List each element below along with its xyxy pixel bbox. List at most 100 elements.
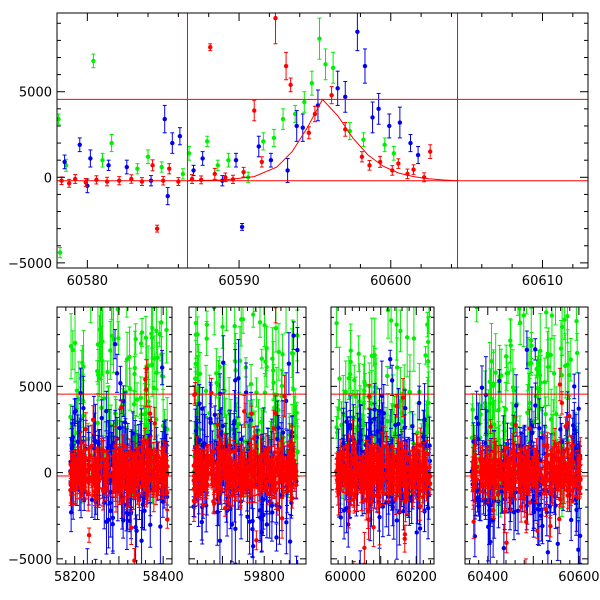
bottom-blue-point-2-127 — [425, 476, 431, 540]
bottom-red-point-2-290 — [352, 466, 357, 498]
bottom-green-point-2-112 — [334, 307, 339, 348]
top-blue-point-10 — [177, 127, 183, 146]
bottom-red-point-1-269 — [200, 494, 206, 515]
bottom-red-point-2-293 — [418, 427, 423, 464]
bottom-green-point-2-69 — [367, 307, 372, 308]
top-y-tick-label-2: 5000 — [19, 86, 52, 101]
bottom-panel: 58200 58400 59800 60000 60200 60400 60600 −5000… — [8, 306, 600, 585]
bottom-blue-point-3-157 — [533, 338, 538, 361]
bottom-green-point-1-124 — [276, 323, 282, 381]
bottom-green-point-0-22 — [68, 313, 74, 380]
top-green-point-6 — [135, 163, 140, 175]
bottom-green-point-3-57 — [524, 307, 529, 315]
top-red-point-3 — [83, 177, 89, 187]
bottom-green-point-3-99 — [515, 307, 520, 316]
bottom-green-point-0-119 — [97, 315, 102, 375]
bottom-red-point-2-287 — [380, 425, 386, 467]
top-red-point-4 — [94, 175, 99, 185]
bottom-blue-point-1-55 — [295, 327, 300, 374]
top-blue-point-31 — [415, 145, 421, 165]
bottom-red-point-0-235 — [113, 426, 118, 467]
bottom-red-point-0-279 — [86, 527, 92, 543]
bottom-segment-1-axes: 59800 — [188, 306, 307, 585]
bottom-green-point-1-4 — [203, 364, 209, 418]
bottom-red-point-2-291 — [366, 498, 371, 540]
bottom-red-point-0-59 — [147, 405, 153, 422]
bottom-blue-point-0-113 — [81, 375, 86, 441]
bottom-blue-point-3-146 — [476, 423, 481, 455]
bottom-blue-point-3-162 — [545, 563, 550, 564]
bottom-green-point-2-98 — [404, 307, 410, 378]
bottom-green-point-3-61 — [493, 333, 498, 412]
bottom-red-point-0-309 — [80, 456, 86, 474]
bottom-red-point-0-317 — [96, 459, 102, 500]
bottom-red-point-1-315 — [247, 444, 253, 465]
bottom-blue-point-0-133 — [114, 353, 120, 393]
bottom-blue-point-2-89 — [372, 402, 377, 435]
bottom-red-point-1-314 — [203, 465, 208, 506]
top-blue-point-15 — [239, 223, 245, 231]
bottom-red-point-3-313 — [505, 448, 510, 488]
bottom-red-point-0-191 — [108, 563, 113, 564]
bottom-green-point-0-105 — [70, 330, 75, 370]
bottom-red-point-1-267 — [263, 476, 269, 491]
bottom-red-point-3-302 — [508, 454, 513, 494]
bottom-red-point-2-318 — [427, 448, 432, 486]
bottom-red-point-2-273 — [377, 447, 382, 470]
bottom-green-point-3-14 — [549, 307, 555, 340]
bottom-red-point-2-306 — [390, 445, 396, 486]
bottom-green-point-2-22 — [385, 307, 391, 339]
bottom-blue-point-0-131 — [148, 501, 153, 548]
bottom-blue-point-2-118 — [358, 550, 363, 564]
bottom-red-point-2-292 — [353, 441, 359, 471]
bottom-red-point-0-154 — [136, 492, 142, 509]
bottom-green-point-1-114 — [197, 352, 203, 396]
bottom-blue-point-1-159 — [286, 332, 292, 396]
bottom-blue-point-3-101 — [501, 523, 507, 564]
top-red-point-35 — [405, 168, 410, 180]
bottom-red-point-3-104 — [565, 416, 570, 430]
bottom-red-point-3-147 — [557, 367, 563, 402]
bottom-red-point-2-276 — [386, 463, 391, 504]
bottom-red-point-0-131 — [111, 449, 116, 464]
top-red-point-16 — [208, 43, 213, 52]
bottom-green-point-2-52 — [343, 360, 348, 424]
bottom-red-point-0-217 — [121, 483, 126, 517]
bottom-green-point-2-73 — [352, 364, 357, 396]
top-green-point-16 — [271, 128, 277, 147]
bottom-x-tick-label-1: 58400 — [142, 570, 183, 585]
top-red-point-15 — [198, 175, 204, 185]
bottom-red-point-3-308 — [550, 446, 555, 478]
bottom-x-tick-label-5: 60400 — [467, 570, 508, 585]
bottom-red-point-3-300 — [562, 450, 567, 474]
top-model-curve — [187, 98, 458, 182]
bottom-red-point-2-268 — [338, 451, 343, 491]
bottom-red-point-2-94 — [393, 483, 398, 516]
bottom-green-point-1-26 — [254, 377, 259, 408]
top-axes: 60580 60590 60600 60610 −5000 0 5000 — [8, 12, 589, 289]
bottom-blue-point-0-110 — [99, 399, 104, 437]
bottom-green-point-0-120 — [157, 321, 162, 347]
bottom-blue-point-1-129 — [236, 339, 241, 418]
bottom-red-point-2-309 — [422, 451, 427, 481]
bottom-green-point-2-117 — [371, 345, 376, 367]
bottom-blue-point-0-55 — [72, 398, 77, 427]
bottom-red-point-1-312 — [242, 446, 247, 489]
bottom-green-point-3-51 — [574, 307, 579, 341]
bottom-green-point-0-123 — [151, 307, 156, 309]
top-panel: 60580 60590 60600 60610 −5000 0 5000 — [8, 12, 589, 289]
bottom-red-point-2-143 — [362, 532, 367, 564]
top-y-tick-label-0: −5000 — [8, 257, 52, 272]
bottom-x-tick-label-3: 60000 — [325, 570, 366, 585]
top-green-point-25 — [361, 132, 366, 147]
bottom-green-point-0-62 — [74, 372, 80, 409]
top-red-point-12 — [167, 163, 172, 175]
bottom-red-point-1-300 — [252, 458, 257, 483]
bottom-green-point-3-70 — [562, 307, 567, 340]
bottom-blue-point-2-156 — [377, 388, 382, 434]
bottom-red-point-3-283 — [547, 478, 553, 495]
top-green-point-13 — [226, 152, 231, 168]
bottom-green-point-3-95 — [508, 319, 513, 372]
bottom-green-point-2-82 — [426, 307, 431, 334]
bottom-blue-point-3-164 — [524, 330, 530, 370]
